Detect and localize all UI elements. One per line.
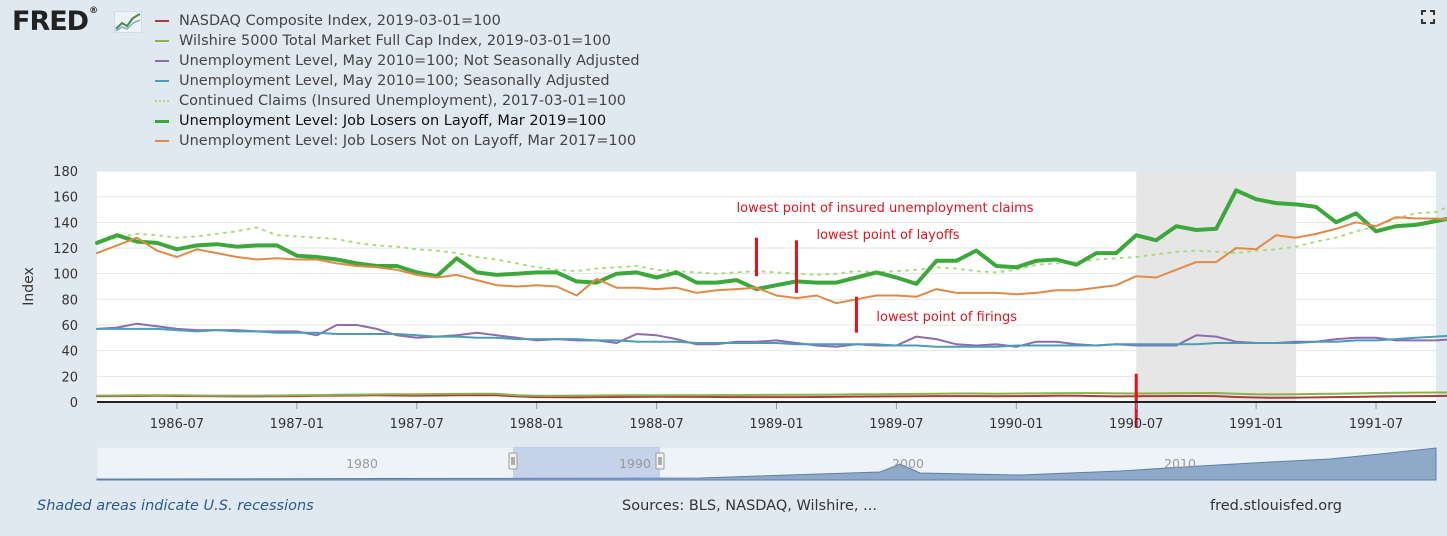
navigator-selection bbox=[513, 447, 660, 480]
legend-swatch bbox=[155, 60, 169, 62]
navigator-track bbox=[96, 446, 1437, 481]
x-tick-label: 1990-07 bbox=[1109, 417, 1163, 432]
y-tick-label: 140 bbox=[53, 216, 78, 231]
navigator-handle[interactable] bbox=[508, 452, 518, 470]
fred-logo-registered-mark: ® bbox=[89, 6, 98, 16]
legend-label: Wilshire 5000 Total Market Full Cap Inde… bbox=[179, 33, 611, 49]
legend-item[interactable]: Wilshire 5000 Total Market Full Cap Inde… bbox=[155, 31, 640, 51]
y-tick-label: 120 bbox=[53, 242, 78, 257]
y-axis-label: Index bbox=[21, 267, 37, 306]
y-tick-label: 60 bbox=[61, 319, 78, 334]
x-tick-label: 1990-01 bbox=[989, 417, 1043, 432]
recession-shading bbox=[1136, 171, 1297, 402]
y-tick-label: 40 bbox=[61, 345, 78, 360]
fred-graph-icon bbox=[114, 11, 142, 33]
y-tick-label: 80 bbox=[61, 293, 78, 308]
handle-grip bbox=[655, 452, 665, 470]
sources-text: Sources: BLS, NASDAQ, Wilshire, ... bbox=[622, 498, 877, 514]
expand-icon[interactable] bbox=[1421, 10, 1435, 24]
legend-swatch bbox=[155, 20, 169, 22]
legend-label: Unemployment Level, May 2010=100; Season… bbox=[179, 73, 610, 89]
fred-logo[interactable]: FRED® bbox=[12, 6, 98, 37]
y-tick-label: 20 bbox=[61, 370, 78, 385]
y-tick-label: 0 bbox=[70, 396, 78, 411]
fred-logo-text: FRED bbox=[12, 6, 89, 37]
annotation-label: lowest point of layoffs bbox=[816, 228, 959, 243]
legend-swatch bbox=[155, 140, 169, 142]
legend-swatch bbox=[155, 119, 169, 123]
navigator-label: 1980 bbox=[346, 456, 378, 471]
legend-item[interactable]: Unemployment Level: Job Losers Not on La… bbox=[155, 131, 640, 151]
x-tick-label: 1989-07 bbox=[869, 417, 923, 432]
series-line bbox=[96, 216, 1447, 305]
legend-item[interactable]: NASDAQ Composite Index, 2019-03-01=100 bbox=[155, 11, 640, 31]
legend-swatch bbox=[155, 100, 169, 102]
navigator-label: 2010 bbox=[1164, 456, 1196, 471]
legend-label: Unemployment Level: Job Losers on Layoff… bbox=[179, 113, 607, 129]
annotation-label: lowest point of firings bbox=[876, 310, 1017, 325]
legend-label: Unemployment Level: Job Losers Not on La… bbox=[179, 133, 637, 149]
legend-swatch bbox=[155, 80, 169, 82]
x-tick-label: 1987-01 bbox=[270, 417, 324, 432]
navigator-label: 2000 bbox=[892, 456, 924, 471]
x-tick-label: 1988-07 bbox=[629, 417, 683, 432]
y-tick-label: 180 bbox=[53, 165, 78, 180]
chart-legend: NASDAQ Composite Index, 2019-03-01=100 Wi… bbox=[155, 11, 640, 151]
legend-item[interactable]: Continued Claims (Insured Unemployment),… bbox=[155, 91, 640, 111]
legend-item[interactable]: Unemployment Level, May 2010=100; Season… bbox=[155, 71, 640, 91]
series-line bbox=[96, 391, 1447, 397]
line-chart: lowest point of insured unemployment cla… bbox=[21, 165, 1447, 481]
x-tick-label: 1988-01 bbox=[510, 417, 564, 432]
y-tick-label: 160 bbox=[53, 191, 78, 206]
recession-note: Shaded areas indicate U.S. recessions bbox=[37, 498, 314, 514]
y-tick-label: 100 bbox=[53, 268, 78, 283]
annotation-label: lowest point of insured unemployment cla… bbox=[737, 201, 1034, 216]
x-tick-label: 1991-01 bbox=[1229, 417, 1283, 432]
x-tick-label: 1991-07 bbox=[1349, 417, 1403, 432]
navigator-handle[interactable] bbox=[655, 452, 665, 470]
series-line bbox=[95, 188, 1447, 292]
series-line bbox=[96, 322, 1447, 348]
legend-item[interactable]: Unemployment Level, May 2010=100; Not Se… bbox=[155, 51, 640, 71]
legend-label: NASDAQ Composite Index, 2019-03-01=100 bbox=[179, 13, 501, 29]
legend-label: Unemployment Level, May 2010=100; Not Se… bbox=[179, 53, 640, 69]
x-tick-label: 1987-07 bbox=[390, 417, 444, 432]
fred-site-link[interactable]: fred.stlouisfed.org bbox=[1210, 498, 1343, 514]
legend-swatch bbox=[155, 40, 169, 42]
navigator-series-area bbox=[96, 447, 1437, 481]
handle-grip bbox=[508, 452, 518, 470]
x-tick-label: 1989-01 bbox=[749, 417, 803, 432]
x-tick-label: 1986-07 bbox=[150, 417, 204, 432]
legend-item[interactable]: Unemployment Level: Job Losers on Layoff… bbox=[155, 111, 640, 131]
legend-label: Continued Claims (Insured Unemployment),… bbox=[179, 93, 627, 109]
series-line bbox=[96, 327, 1447, 348]
navigator-label: 1990 bbox=[619, 456, 651, 471]
